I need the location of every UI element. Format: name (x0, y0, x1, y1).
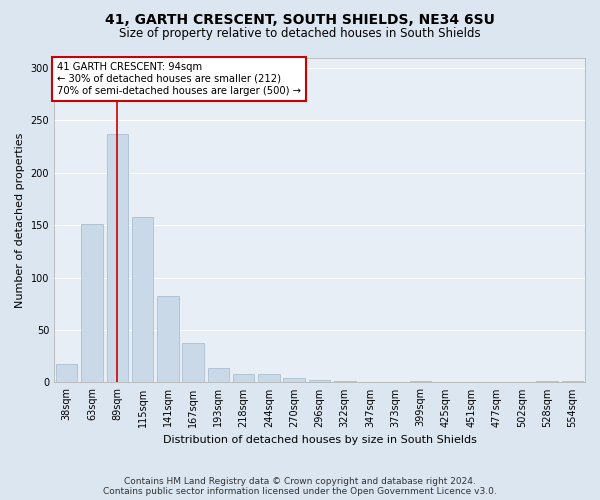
Y-axis label: Number of detached properties: Number of detached properties (15, 132, 25, 308)
Bar (258, 374, 280, 382)
X-axis label: Distribution of detached houses by size in South Shields: Distribution of detached houses by size … (163, 435, 476, 445)
Bar (81, 224, 103, 382)
Bar (233, 374, 254, 382)
Bar (208, 368, 229, 382)
Text: Contains public sector information licensed under the Open Government Licence v3: Contains public sector information licen… (103, 487, 497, 496)
Bar (283, 378, 305, 382)
Text: 41, GARTH CRESCENT, SOUTH SHIELDS, NE34 6SU: 41, GARTH CRESCENT, SOUTH SHIELDS, NE34 … (105, 12, 495, 26)
Text: Size of property relative to detached houses in South Shields: Size of property relative to detached ho… (119, 28, 481, 40)
Bar (182, 342, 204, 382)
Text: Contains HM Land Registry data © Crown copyright and database right 2024.: Contains HM Land Registry data © Crown c… (124, 477, 476, 486)
Bar (132, 217, 153, 382)
Bar (56, 364, 77, 382)
Bar (107, 134, 128, 382)
Text: 41 GARTH CRESCENT: 94sqm
← 30% of detached houses are smaller (212)
70% of semi-: 41 GARTH CRESCENT: 94sqm ← 30% of detach… (56, 62, 301, 96)
Bar (309, 380, 330, 382)
Bar (157, 296, 179, 382)
